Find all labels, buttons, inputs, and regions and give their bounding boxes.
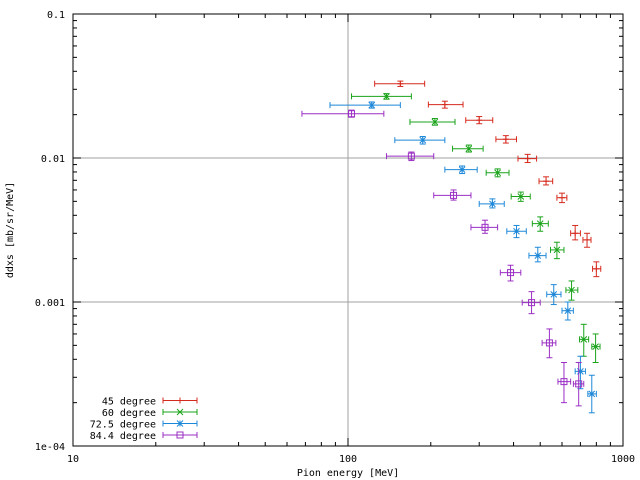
y-tick-label: 0.001 (35, 298, 65, 309)
legend-entry: 84.4 degree (90, 431, 198, 442)
data-point (572, 362, 585, 407)
marker-square (528, 299, 536, 307)
marker-square (450, 191, 458, 199)
data-point (495, 135, 518, 144)
x-tick-label: 100 (339, 454, 357, 465)
marker-stroke (536, 220, 544, 228)
data-point (427, 100, 464, 109)
y-tick-label: 0.1 (47, 10, 65, 21)
data-point (506, 224, 527, 239)
data-point (517, 153, 538, 164)
data-point (592, 261, 602, 278)
legend-label: 45 degree (102, 397, 156, 408)
marker-stroke (517, 193, 525, 200)
data-point (521, 291, 541, 315)
data-point (565, 280, 579, 301)
marker-stroke (513, 227, 520, 235)
legend-entry: 60 degree (102, 408, 198, 419)
data-point (301, 109, 385, 118)
series-3 (301, 109, 585, 407)
marker-stroke (588, 390, 596, 398)
data-point (587, 374, 597, 414)
marker-stroke (550, 291, 558, 298)
data-point (465, 116, 494, 125)
y-tick-label: 1e-04 (35, 442, 65, 453)
marker-square (507, 269, 515, 277)
data-point (570, 224, 581, 241)
data-point (510, 191, 531, 202)
marker-stroke (553, 246, 561, 254)
data-point (550, 241, 565, 260)
axis-ticks: 10 100 1000 1e-04 0.001 0.01 0.1 (35, 10, 635, 465)
data-point (385, 151, 435, 162)
legend-entry: 72.5 degree (90, 420, 198, 431)
data-point (478, 198, 505, 209)
y-axis-label: ddxs [mb/sr/MeV] (5, 182, 16, 278)
marker-square (575, 380, 583, 388)
marker-square (176, 431, 184, 439)
marker-stroke (568, 286, 575, 294)
marker-square (348, 110, 356, 118)
legend-entry: 45 degree (102, 397, 198, 408)
legend-label: 72.5 degree (90, 420, 156, 431)
marker-square (545, 339, 553, 347)
data-point (582, 232, 592, 248)
data-point (409, 118, 456, 126)
marker-stroke (592, 343, 599, 350)
data-point (556, 192, 568, 204)
marker-stroke (419, 136, 427, 144)
data-point (561, 301, 574, 321)
data-point (541, 328, 557, 359)
marker-square (407, 152, 415, 160)
data-point (485, 168, 510, 178)
data-point (329, 101, 401, 109)
marker-stroke (564, 307, 572, 315)
marker-stroke (368, 101, 376, 109)
data-point (557, 362, 572, 404)
series-0 (374, 80, 602, 278)
data-point (444, 165, 478, 175)
data-point (374, 80, 426, 87)
marker-stroke (534, 252, 542, 259)
data-point (538, 176, 554, 186)
data-point (433, 189, 472, 201)
marker-stroke (465, 145, 473, 153)
data-point (394, 136, 446, 145)
marker-stroke (176, 408, 184, 416)
data-point (351, 92, 412, 100)
marker-square (481, 223, 489, 231)
data-point (531, 216, 549, 232)
x-tick-label: 1000 (611, 454, 635, 465)
legend-label: 60 degree (102, 408, 156, 419)
data-point (591, 333, 601, 364)
y-tick-label: 0.01 (41, 154, 65, 165)
marker-stroke (431, 118, 439, 126)
marker-stroke (383, 92, 390, 100)
data-point (528, 246, 547, 263)
series-1 (351, 92, 601, 364)
series-2 (329, 101, 597, 414)
data-point (546, 284, 562, 306)
data-point (452, 144, 484, 153)
data-series (301, 80, 602, 414)
legend-label: 84.4 degree (90, 431, 156, 442)
marker-stroke (458, 166, 466, 174)
data-point (499, 264, 522, 282)
marker-stroke (489, 200, 496, 208)
x-tick-label: 10 (67, 454, 79, 465)
marker-stroke (494, 169, 501, 177)
marker-stroke (580, 336, 588, 343)
data-point (470, 219, 499, 234)
marker-square (560, 378, 568, 386)
marker-stroke (176, 420, 184, 427)
x-axis-label: Pion energy [MeV] (297, 468, 399, 479)
